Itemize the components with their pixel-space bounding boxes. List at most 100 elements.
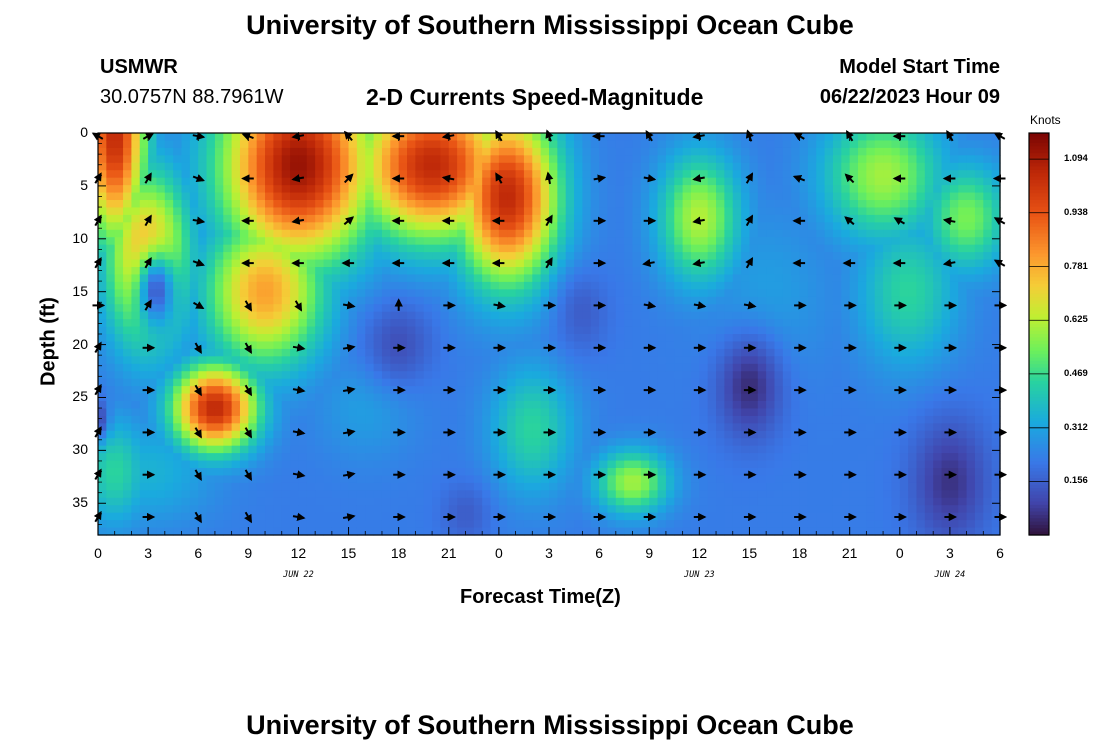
heat-cell	[557, 423, 567, 432]
heat-cell	[440, 229, 450, 238]
heat-cell	[381, 140, 391, 149]
heat-cell	[782, 527, 792, 536]
heat-cell	[231, 147, 241, 156]
heat-cell	[523, 326, 533, 335]
heat-cell	[123, 207, 133, 216]
heat-cell	[498, 527, 508, 536]
heat-cell	[248, 192, 258, 201]
heat-cell	[649, 185, 659, 194]
heat-cell	[390, 140, 400, 149]
heat-cell	[415, 363, 425, 372]
heat-cell	[248, 423, 258, 432]
heat-cell	[649, 252, 659, 261]
heat-cell	[824, 482, 834, 491]
heat-cell	[599, 527, 609, 536]
heat-cell	[164, 334, 174, 343]
heat-cell	[807, 408, 817, 417]
heat-cell	[106, 356, 116, 365]
heat-cell	[791, 147, 801, 156]
heat-cell	[231, 185, 241, 194]
heat-cell	[340, 423, 350, 432]
heat-cell	[732, 453, 742, 462]
heat-cell	[123, 334, 133, 343]
heat-cell	[214, 222, 224, 231]
heat-cell	[649, 453, 659, 462]
heat-cell	[849, 140, 859, 149]
heat-cell	[214, 430, 224, 439]
heat-cell	[373, 185, 383, 194]
heat-cell	[824, 468, 834, 477]
heat-cell	[549, 252, 558, 261]
heat-cell	[331, 356, 341, 365]
heat-cell	[732, 490, 742, 499]
heat-cell	[265, 281, 274, 290]
heat-cell	[248, 415, 258, 424]
heat-cell	[858, 512, 867, 521]
heat-cell	[632, 363, 642, 372]
heat-cell	[665, 512, 675, 521]
heat-cell	[214, 468, 224, 477]
heat-cell	[223, 326, 233, 335]
heat-cell	[381, 274, 391, 283]
heat-cell	[365, 229, 375, 238]
heat-cell	[858, 326, 867, 335]
heat-cell	[465, 147, 475, 156]
heat-cell	[231, 133, 241, 142]
heat-cell	[807, 155, 817, 164]
heat-cell	[832, 490, 842, 499]
heat-cell	[298, 460, 308, 469]
heat-cell	[774, 505, 784, 514]
heat-cell	[832, 415, 842, 424]
heat-cell	[148, 207, 158, 216]
heat-cell	[365, 296, 375, 305]
heat-cell	[523, 475, 533, 484]
heat-cell	[348, 453, 358, 462]
heat-cell	[373, 430, 383, 439]
heat-cell	[699, 423, 709, 432]
heat-cell	[390, 244, 400, 253]
heat-cell	[624, 289, 634, 298]
heat-cell	[114, 520, 124, 529]
heat-cell	[724, 363, 734, 372]
heat-cell	[732, 348, 742, 357]
heat-cell	[549, 423, 558, 432]
heat-cell	[373, 453, 383, 462]
heat-cell	[398, 281, 408, 290]
heat-cell	[707, 177, 717, 186]
heat-cell	[106, 505, 116, 514]
heat-cell	[674, 170, 684, 179]
heat-cell	[657, 177, 667, 186]
heat-cell	[507, 408, 517, 417]
heat-cell	[724, 348, 734, 357]
heat-cell	[657, 162, 667, 171]
heat-cell	[716, 200, 725, 209]
heat-cell	[273, 475, 283, 484]
heat-cell	[206, 304, 216, 313]
heat-cell	[507, 259, 517, 268]
heat-cell	[766, 192, 776, 201]
heat-cell	[340, 147, 350, 156]
heat-cell	[415, 281, 425, 290]
heat-cell	[824, 378, 834, 387]
heat-cell	[206, 363, 216, 372]
heat-cell	[816, 527, 826, 536]
heat-cell	[407, 445, 416, 454]
heat-cell	[774, 438, 784, 447]
heat-cell	[223, 170, 233, 179]
heat-cell	[223, 289, 233, 298]
heat-cell	[799, 222, 809, 231]
heat-cell	[373, 445, 383, 454]
heat-cell	[131, 140, 141, 149]
heat-cell	[198, 207, 208, 216]
heat-cell	[315, 520, 325, 529]
heat-cell	[123, 445, 133, 454]
heat-cell	[198, 408, 208, 417]
heat-cell	[624, 363, 634, 372]
heat-cell	[741, 348, 751, 357]
heat-cell	[398, 311, 408, 320]
heat-cell	[732, 162, 742, 171]
heat-cell	[599, 185, 609, 194]
heat-cell	[181, 438, 191, 447]
heat-cell	[624, 207, 634, 216]
heat-cell	[181, 274, 191, 283]
